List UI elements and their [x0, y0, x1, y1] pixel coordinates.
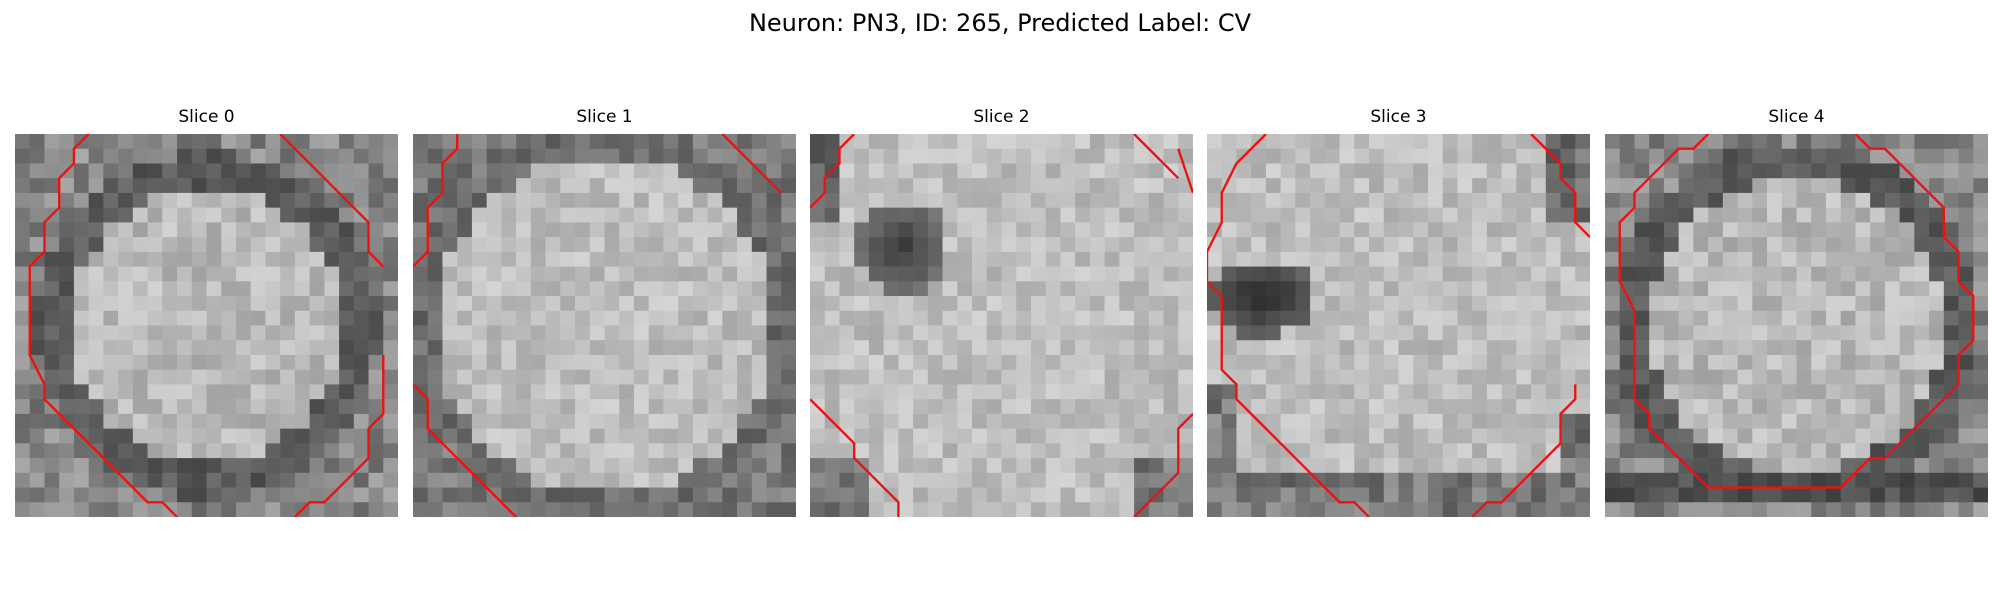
slice-image-0 [15, 134, 398, 517]
slice-title-1: Slice 1 [576, 107, 633, 127]
slice-panel-2: Slice 2 [810, 107, 1193, 517]
slice-panel-3: Slice 3 [1207, 107, 1590, 517]
slice-title-3: Slice 3 [1370, 107, 1427, 127]
slice-title-4: Slice 4 [1768, 107, 1825, 127]
figure-title: Neuron: PN3, ID: 265, Predicted Label: C… [748, 9, 1252, 37]
slice-panel-1: Slice 1 [413, 107, 796, 517]
slice-title-2: Slice 2 [973, 107, 1030, 127]
slice-image-4 [1605, 134, 1988, 517]
slice-panel-4: Slice 4 [1605, 107, 1988, 517]
contour-2 [810, 134, 1193, 517]
contour-3 [1207, 134, 1590, 517]
slice-image-2 [810, 134, 1193, 517]
contour-0 [28, 134, 385, 517]
slice-title-0: Slice 0 [178, 107, 235, 127]
slice-image-3 [1207, 134, 1590, 517]
contour-4 [1618, 134, 1975, 489]
slice-image-1 [413, 134, 796, 517]
contour-1 [413, 134, 783, 517]
slice-panel-0: Slice 0 [15, 107, 398, 517]
